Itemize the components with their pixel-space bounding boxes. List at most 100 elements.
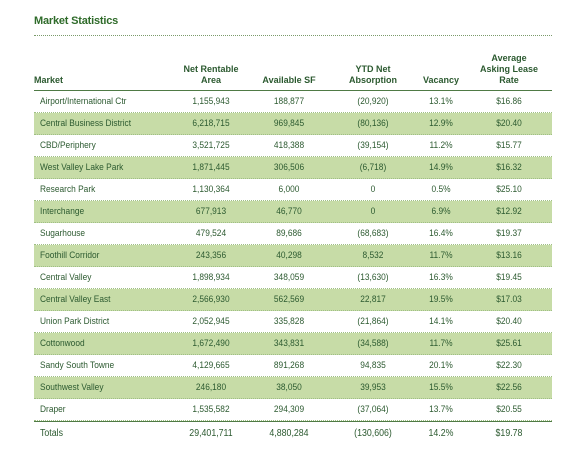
cell-average-asking-lease-rate: $22.30 [496, 360, 522, 371]
cell-average-asking-lease-rate: $15.77 [496, 140, 522, 151]
cell-available-sf: 294,309 [273, 404, 305, 415]
totals-vacancy: 14.2% [428, 428, 454, 439]
cell-net-rentable-area: 1,871,445 [192, 162, 230, 173]
table-row: Central Valley East 2,566,930 562,569 22,81… [34, 289, 552, 311]
cell-net-rentable-area: 1,898,934 [192, 272, 230, 283]
table-row: Cottonwood 1,672,490 343,831 (34,588) 11.7% $… [34, 333, 552, 355]
cell-average-asking-lease-rate: $12.92 [496, 206, 522, 217]
row-divider [34, 200, 552, 201]
row-divider [34, 310, 552, 311]
cell-average-asking-lease-rate: $25.10 [496, 184, 522, 195]
cell-average-asking-lease-rate: $25.61 [496, 338, 522, 349]
table-row: Central Business District 6,218,715 969,84… [34, 113, 552, 135]
table-row: Interchange 677,913 46,770 0 6.9% $12.92 [34, 201, 552, 223]
cell-net-rentable-area: 2,566,930 [192, 294, 230, 305]
row-divider [34, 266, 552, 267]
table-row: CBD/Periphery 3,521,725 418,388 (39,154) 11.… [34, 135, 552, 157]
totals-divider [34, 421, 552, 422]
totals-label: Totals [40, 428, 63, 439]
totals-row: Totals 29,401,711 4,880,284 (130,606) 14… [34, 423, 552, 445]
table-body: Airport/International Ctr 1,155,943 188,87… [34, 91, 552, 421]
cell-net-rentable-area: 1,155,943 [192, 96, 230, 107]
row-divider [34, 134, 552, 135]
cell-ytd-net-absorption: 94,835 [360, 360, 386, 371]
cell-vacancy: 14.9% [429, 162, 453, 173]
cell-ytd-net-absorption: (80,136) [357, 118, 389, 129]
cell-market: Sandy South Towne [40, 360, 115, 371]
cell-ytd-net-absorption: 8,532 [362, 250, 384, 261]
cell-vacancy: 16.3% [429, 272, 453, 283]
cell-available-sf: 562,569 [273, 294, 305, 305]
table-row: Research Park 1,130,364 6,000 0 0.5% $25.10 [34, 179, 552, 201]
cell-available-sf: 418,388 [273, 140, 305, 151]
cell-market: Southwest Valley [40, 382, 104, 393]
header-net-rentable-area: Net Rentable Area [183, 64, 239, 85]
cell-vacancy: 16.4% [429, 228, 453, 239]
cell-market: Sugarhouse [40, 228, 86, 239]
cell-net-rentable-area: 479,524 [195, 228, 227, 239]
table-row: Central Valley 1,898,934 348,059 (13,630) 16… [34, 267, 552, 289]
cell-ytd-net-absorption: (39,154) [357, 140, 389, 151]
cell-available-sf: 46,770 [276, 206, 302, 217]
cell-market: Airport/International Ctr [40, 96, 127, 107]
cell-available-sf: 40,298 [276, 250, 302, 261]
cell-vacancy: 19.5% [429, 294, 453, 305]
row-divider [34, 156, 552, 157]
cell-net-rentable-area: 3,521,725 [192, 140, 230, 151]
cell-available-sf: 335,828 [273, 316, 305, 327]
cell-market: Foothill Corridor [40, 250, 100, 261]
row-divider [34, 420, 552, 421]
cell-ytd-net-absorption: (21,864) [357, 316, 389, 327]
header-market: Market [34, 75, 64, 85]
row-divider [34, 244, 552, 245]
cell-available-sf: 891,268 [273, 360, 305, 371]
cell-vacancy: 15.5% [429, 382, 453, 393]
cell-market: West Valley Lake Park [40, 162, 124, 173]
cell-market: Central Business District [40, 118, 132, 129]
cell-available-sf: 6,000 [278, 184, 300, 195]
header-vacancy: Vacancy [422, 75, 460, 85]
table-row: Draper 1,535,582 294,309 (37,064) 13.7% $20.5… [34, 399, 552, 421]
cell-market: Draper [40, 404, 66, 415]
cell-average-asking-lease-rate: $19.45 [496, 272, 522, 283]
cell-net-rentable-area: 1,130,364 [192, 184, 230, 195]
cell-ytd-net-absorption: (68,683) [357, 228, 389, 239]
page-title: Market Statistics [34, 15, 119, 27]
table-row: Sandy South Towne 4,129,665 891,268 94,835 2… [34, 355, 552, 377]
cell-average-asking-lease-rate: $13.16 [496, 250, 522, 261]
cell-vacancy: 12.9% [429, 118, 453, 129]
cell-vacancy: 14.1% [429, 316, 453, 327]
table-row: West Valley Lake Park 1,871,445 306,506 (6,… [34, 157, 552, 179]
cell-ytd-net-absorption: 22,817 [360, 294, 386, 305]
cell-net-rentable-area: 677,913 [195, 206, 227, 217]
title-divider [34, 35, 552, 36]
cell-ytd-net-absorption: (6,718) [359, 162, 387, 173]
cell-average-asking-lease-rate: $20.40 [496, 118, 522, 129]
cell-ytd-net-absorption: 39,953 [360, 382, 386, 393]
table-header: Market Net Rentable Area Available SF YT… [34, 44, 552, 90]
cell-vacancy: 0.5% [431, 184, 451, 195]
table-row: Foothill Corridor 243,356 40,298 8,532 11.7%… [34, 245, 552, 267]
header-available-sf: Available SF [262, 75, 316, 85]
cell-market: Research Park [40, 184, 96, 195]
cell-available-sf: 38,050 [276, 382, 302, 393]
cell-average-asking-lease-rate: $20.40 [496, 316, 522, 327]
cell-market: Cottonwood [40, 338, 85, 349]
cell-vacancy: 11.7% [429, 338, 453, 349]
cell-ytd-net-absorption: 0 [370, 206, 376, 217]
cell-vacancy: 13.1% [429, 96, 453, 107]
cell-market: Union Park District [40, 316, 110, 327]
row-divider [34, 332, 552, 333]
cell-net-rentable-area: 1,535,582 [192, 404, 230, 415]
cell-ytd-net-absorption: 0 [370, 184, 376, 195]
cell-vacancy: 13.7% [429, 404, 453, 415]
cell-net-rentable-area: 4,129,665 [192, 360, 230, 371]
cell-market: CBD/Periphery [40, 140, 96, 151]
totals-net-rentable-area: 29,401,711 [189, 428, 233, 439]
header-divider [34, 90, 552, 91]
header-average-asking-lease-rate: Average Asking Lease Rate [479, 53, 539, 85]
cell-net-rentable-area: 1,672,490 [192, 338, 230, 349]
cell-available-sf: 343,831 [273, 338, 305, 349]
cell-average-asking-lease-rate: $20.55 [496, 404, 522, 415]
cell-net-rentable-area: 2,052,945 [192, 316, 230, 327]
